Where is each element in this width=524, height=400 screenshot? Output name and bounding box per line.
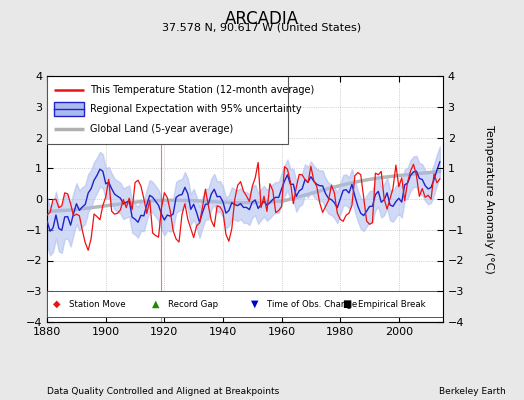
Text: Data Quality Controlled and Aligned at Breakpoints: Data Quality Controlled and Aligned at B… bbox=[47, 387, 279, 396]
Text: ▲: ▲ bbox=[152, 299, 159, 309]
Text: Regional Expectation with 95% uncertainty: Regional Expectation with 95% uncertaint… bbox=[90, 104, 301, 114]
FancyBboxPatch shape bbox=[54, 102, 84, 116]
Text: ◆: ◆ bbox=[53, 299, 61, 309]
Text: 37.578 N, 90.617 W (United States): 37.578 N, 90.617 W (United States) bbox=[162, 22, 362, 32]
Text: ARCADIA: ARCADIA bbox=[225, 10, 299, 28]
FancyBboxPatch shape bbox=[47, 76, 289, 144]
Text: Global Land (5-year average): Global Land (5-year average) bbox=[90, 124, 233, 134]
Text: ■: ■ bbox=[342, 299, 351, 309]
Text: Empirical Break: Empirical Break bbox=[358, 300, 425, 309]
Text: Time of Obs. Change: Time of Obs. Change bbox=[267, 300, 357, 309]
Text: Berkeley Earth: Berkeley Earth bbox=[439, 387, 506, 396]
Text: Record Gap: Record Gap bbox=[168, 300, 218, 309]
FancyBboxPatch shape bbox=[47, 291, 443, 317]
Text: Station Move: Station Move bbox=[69, 300, 126, 309]
Y-axis label: Temperature Anomaly (°C): Temperature Anomaly (°C) bbox=[484, 125, 494, 273]
Text: This Temperature Station (12-month average): This Temperature Station (12-month avera… bbox=[90, 84, 314, 94]
Text: ▼: ▼ bbox=[251, 299, 258, 309]
